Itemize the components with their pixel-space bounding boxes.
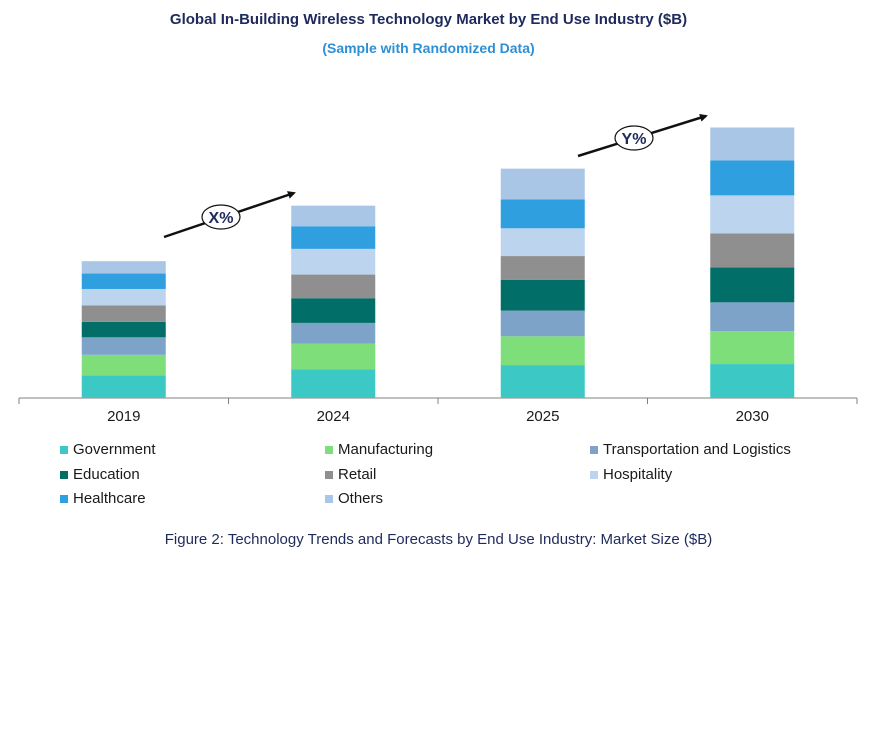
- bar-others-2019: [81, 261, 166, 274]
- bar-others-2024: [291, 205, 376, 227]
- chart-subtitle: (Sample with Randomized Data): [322, 40, 535, 56]
- legend-label-retail: Retail: [338, 466, 377, 483]
- bar-education-2019: [81, 321, 166, 338]
- legend-swatch-education: [60, 470, 68, 479]
- bar-retail-2019: [81, 305, 166, 322]
- bar-manufacturing-2024: [291, 343, 376, 370]
- bar-manufacturing-2025: [500, 336, 585, 366]
- legend-item-retail: Retail: [325, 466, 376, 483]
- x-tick-label-2019: 2019: [107, 408, 140, 425]
- legend-label-government: Government: [73, 441, 156, 458]
- bar-healthcare-2019: [81, 273, 166, 289]
- legend-label-transportation: Transportation and Logistics: [603, 441, 791, 458]
- bar-others-2030: [710, 127, 795, 161]
- legend-swatch-others: [325, 494, 333, 503]
- bar-education-2030: [710, 267, 795, 303]
- growth-label-bubble-x: [201, 204, 241, 230]
- legend-label-others: Others: [338, 490, 384, 507]
- legend-label-education: Education: [73, 466, 140, 483]
- bar-retail-2024: [291, 274, 376, 299]
- x-tick-label-2030: 2030: [736, 408, 769, 425]
- bar-hospitality-2024: [291, 248, 376, 275]
- x-tick-label-2025: 2025: [526, 408, 559, 425]
- legend-swatch-manufacturing: [325, 445, 333, 454]
- legend-swatch-retail: [325, 470, 333, 479]
- bar-healthcare-2025: [500, 199, 585, 229]
- legend-item-manufacturing: Manufacturing: [325, 441, 433, 458]
- bar-transportation-and-logistics-2030: [710, 302, 795, 332]
- legend-item-hospitality: Hospitality: [590, 466, 672, 483]
- bar-manufacturing-2030: [710, 331, 795, 365]
- legend-swatch-hospitality: [590, 470, 598, 479]
- chart-title: Global In-Building Wireless Technology M…: [169, 11, 688, 28]
- legend-item-government: Government: [60, 441, 156, 458]
- bar-healthcare-2030: [710, 160, 795, 196]
- bar-hospitality-2030: [710, 195, 795, 234]
- legend-label-hospitality: Hospitality: [603, 466, 673, 483]
- bar-transportation-and-logistics-2025: [500, 310, 585, 337]
- bar-education-2024: [291, 298, 376, 323]
- bar-government-2019: [81, 375, 166, 398]
- legend-item-transportation: Transportation and Logistics: [590, 441, 791, 458]
- legend-item-others: Others: [325, 490, 383, 507]
- bar-retail-2030: [710, 233, 795, 268]
- legend-label-manufacturing: Manufacturing: [338, 441, 434, 458]
- legend-label-healthcare: Healthcare: [73, 490, 146, 507]
- bar-transportation-and-logistics-2019: [81, 337, 166, 355]
- bar-hospitality-2025: [500, 228, 585, 257]
- bar-others-2025: [500, 168, 585, 200]
- legend-item-healthcare: Healthcare: [60, 490, 146, 507]
- bar-hospitality-2019: [81, 288, 166, 306]
- legend-swatch-healthcare: [60, 494, 68, 503]
- growth-label-y: Y%: [622, 131, 647, 148]
- bar-retail-2025: [500, 256, 585, 280]
- legend-swatch-transportation: [590, 445, 598, 454]
- bar-manufacturing-2019: [81, 354, 166, 376]
- x-tick-label-2024: 2024: [317, 408, 350, 425]
- bar-government-2024: [291, 369, 376, 398]
- legend-item-education: Education: [60, 466, 140, 483]
- bar-education-2025: [500, 279, 585, 311]
- growth-label-bubble-y: [614, 125, 654, 151]
- figure-caption: Figure 2: Technology Trends and Forecast…: [164, 531, 713, 548]
- bar-government-2025: [500, 365, 585, 398]
- bar-transportation-and-logistics-2024: [291, 322, 376, 344]
- legend-swatch-government: [60, 445, 68, 454]
- bar-healthcare-2024: [291, 226, 376, 249]
- bar-government-2030: [710, 364, 795, 398]
- growth-label-x: X%: [209, 210, 234, 227]
